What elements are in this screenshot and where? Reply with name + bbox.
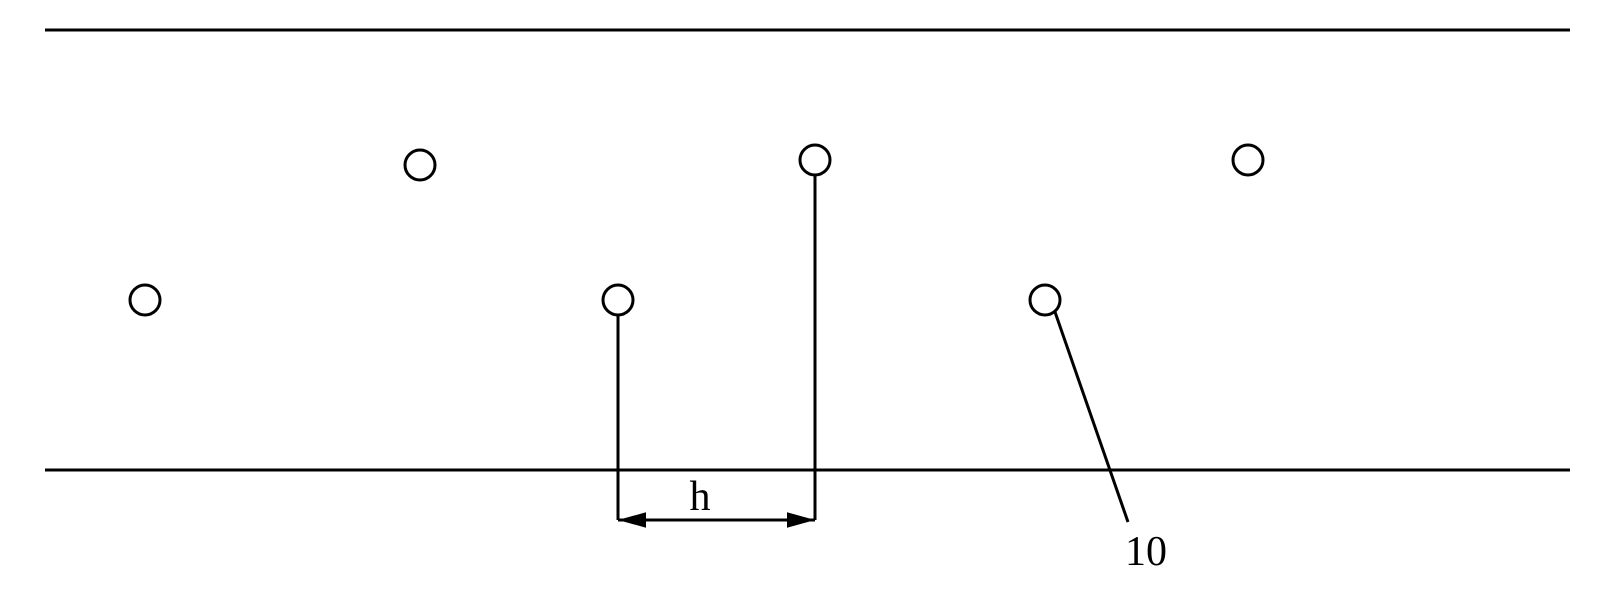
hole-circle-c6 bbox=[1233, 145, 1263, 175]
boundary-lines-group bbox=[45, 30, 1570, 470]
hole-circle-c1 bbox=[130, 285, 160, 315]
leader-label: 10 bbox=[1125, 529, 1167, 575]
circles-group bbox=[130, 145, 1263, 315]
dimension-arrow-right bbox=[787, 512, 815, 527]
leader-line bbox=[1055, 312, 1128, 522]
leader-group: 10 bbox=[1055, 312, 1167, 575]
dimension-group: h bbox=[618, 175, 815, 528]
hole-circle-c5 bbox=[1030, 285, 1060, 315]
hole-circle-c4 bbox=[800, 145, 830, 175]
dimension-arrow-left bbox=[618, 512, 646, 527]
hole-circle-c3 bbox=[603, 285, 633, 315]
dimension-label: h bbox=[690, 474, 711, 520]
hole-circle-c2 bbox=[405, 150, 435, 180]
schematic-canvas: h 10 bbox=[0, 0, 1600, 600]
